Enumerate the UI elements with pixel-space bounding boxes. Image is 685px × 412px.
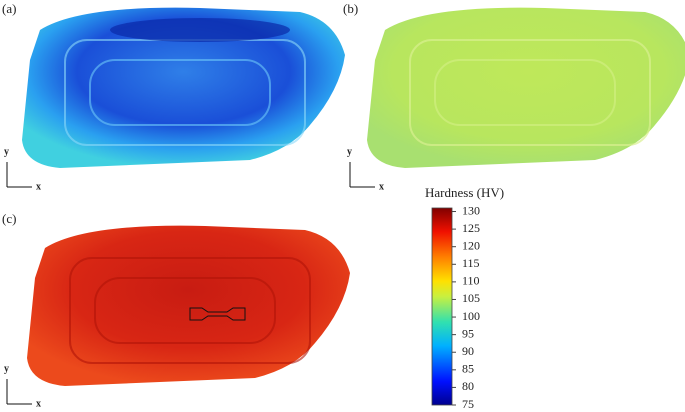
colorbar-tick-label: 120 [462, 238, 480, 252]
panel-b-labels: (b) y x [343, 1, 384, 192]
colorbar [431, 207, 453, 406]
colorbar-tick-label: 85 [462, 362, 474, 376]
colorbar-tick-label: 80 [462, 379, 474, 393]
colorbar-title: Hardness (HV) [425, 185, 504, 200]
x-label: x [379, 181, 384, 192]
panel-a-labels: (a) y x [2, 1, 41, 192]
colorbar-tick-label: 115 [462, 256, 480, 270]
panel-b-plot [367, 7, 685, 168]
panel-c-labels: (c) y x [2, 211, 41, 409]
y-label: y [4, 363, 9, 374]
colorbar-tick-label: 125 [462, 221, 480, 235]
y-label: y [4, 146, 9, 157]
x-label: x [36, 398, 41, 409]
colorbar-tick-label: 100 [462, 309, 480, 323]
colorbar-tick-label: 90 [462, 344, 474, 358]
x-label: x [36, 181, 41, 192]
colorbar-tick-label: 95 [462, 326, 474, 340]
y-label: y [347, 146, 352, 157]
colorbar-tick-label: 75 [462, 397, 474, 411]
panel-a-plot [22, 7, 345, 168]
panel-label: (c) [2, 211, 16, 226]
colorbar-tick-label: 110 [462, 274, 480, 288]
colorbar-tick-label: 130 [462, 203, 480, 217]
panel-label: (b) [343, 1, 358, 16]
colorbar-tick-label: 105 [462, 291, 480, 305]
panel-c-plot [27, 225, 350, 386]
panel-label: (a) [2, 1, 16, 16]
